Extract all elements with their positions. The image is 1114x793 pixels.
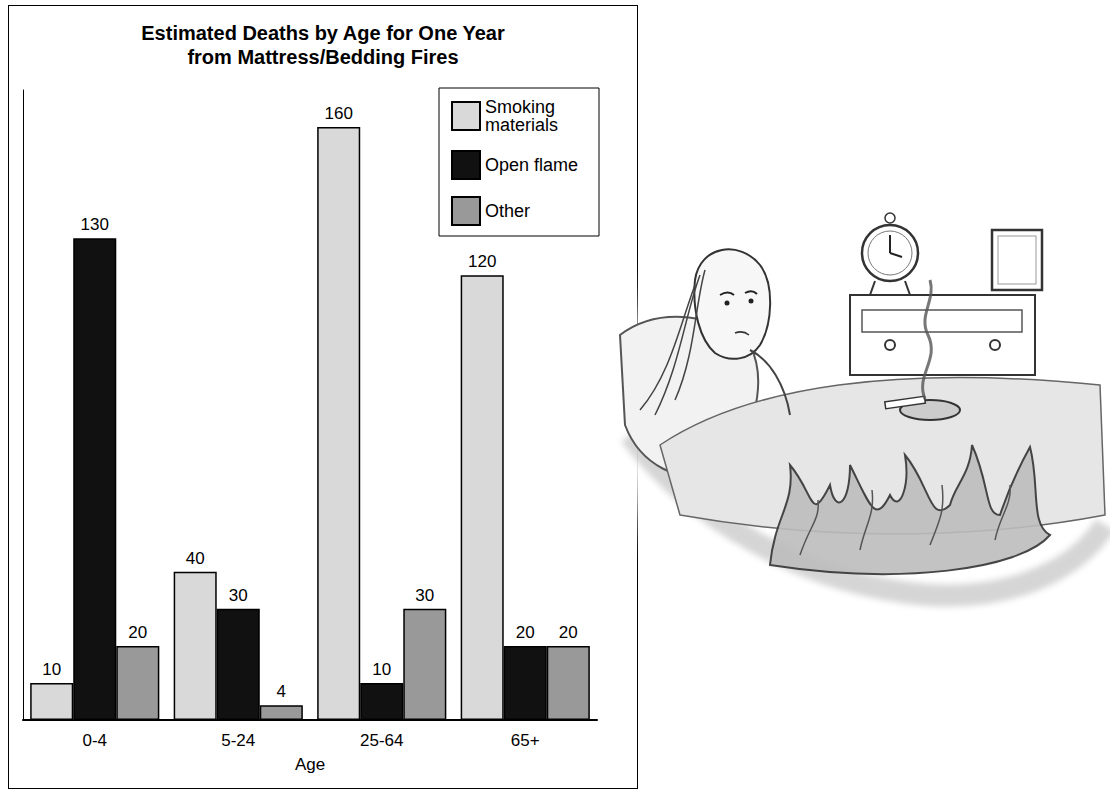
svg-text:0-4: 0-4: [82, 731, 107, 750]
svg-text:Open flame: Open flame: [485, 155, 578, 175]
svg-text:Estimated Deaths by Age for On: Estimated Deaths by Age for One Year: [141, 22, 505, 44]
svg-text:40: 40: [186, 549, 205, 568]
svg-text:Age: Age: [295, 755, 325, 774]
svg-text:materials: materials: [485, 115, 558, 135]
svg-text:120: 120: [468, 252, 496, 271]
svg-text:30: 30: [415, 586, 434, 605]
svg-text:Other: Other: [485, 201, 530, 221]
svg-text:25-64: 25-64: [360, 731, 403, 750]
svg-text:10: 10: [372, 660, 391, 679]
svg-text:10: 10: [42, 660, 61, 679]
svg-text:30: 30: [229, 586, 248, 605]
svg-text:from Mattress/Bedding Fires: from Mattress/Bedding Fires: [187, 46, 458, 68]
svg-text:4: 4: [277, 682, 286, 701]
svg-text:130: 130: [81, 215, 109, 234]
svg-text:20: 20: [128, 623, 147, 642]
svg-text:20: 20: [516, 623, 535, 642]
svg-text:65+: 65+: [511, 731, 540, 750]
svg-text:Smoking: Smoking: [485, 97, 560, 117]
svg-text:160: 160: [325, 104, 353, 123]
svg-text:20: 20: [559, 623, 578, 642]
svg-text:5-24: 5-24: [221, 731, 255, 750]
